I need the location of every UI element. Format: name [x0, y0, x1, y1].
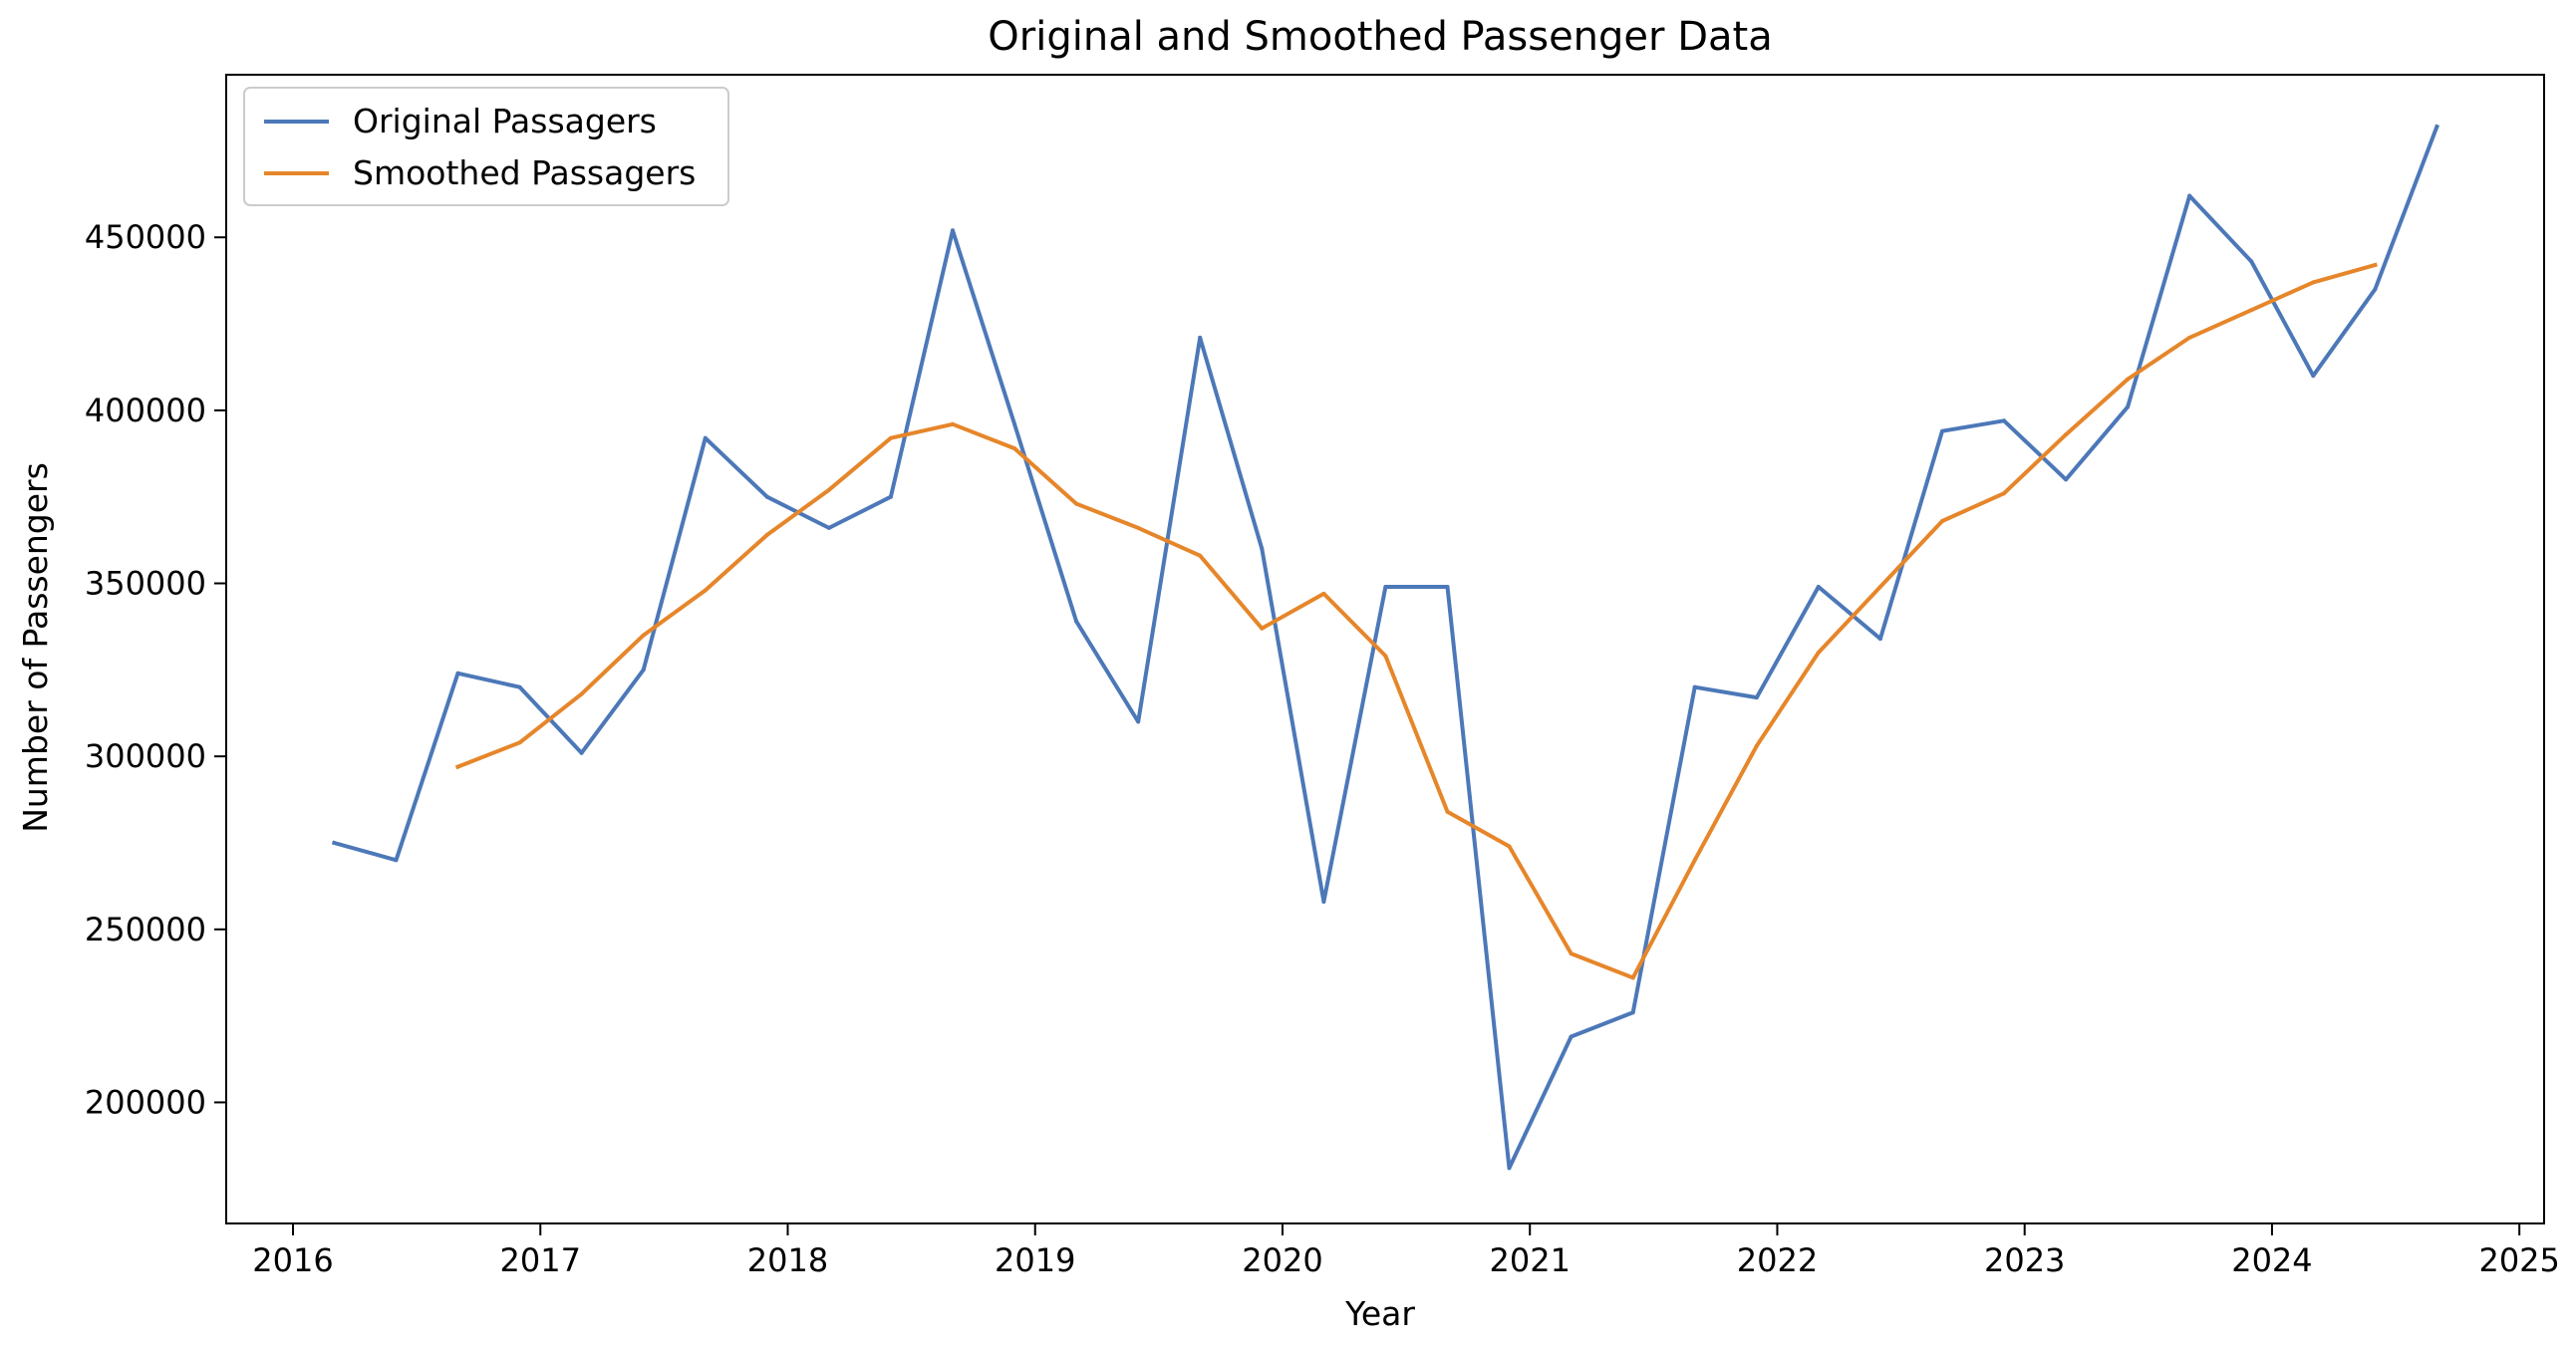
data-point-smoothed: [1816, 651, 1821, 655]
y-axis: 200000 250000 300000 350000 400000 450000: [85, 218, 226, 1121]
data-point-smoothed: [1012, 446, 1017, 451]
data-point-original: [1012, 421, 1017, 426]
data-point-smoothed: [1074, 501, 1079, 506]
data-point-original: [579, 750, 584, 755]
y-tick-label: 200000: [85, 1083, 206, 1121]
x-tick-label: 2023: [1984, 1241, 2065, 1279]
y-tick-label: 250000: [85, 911, 206, 948]
data-point-smoothed: [1940, 519, 1944, 523]
data-point-original: [1877, 637, 1882, 642]
x-tick-label: 2025: [2478, 1241, 2559, 1279]
y-tick-label: 450000: [85, 218, 206, 256]
series-line-smoothed: [454, 262, 2378, 980]
data-point-original: [394, 858, 399, 863]
data-point-original: [888, 494, 893, 499]
y-tick-label: 400000: [85, 392, 206, 429]
data-point-original: [1692, 684, 1697, 689]
data-point-original: [1569, 1034, 1574, 1039]
data-point-smoothed: [517, 740, 522, 745]
data-point-smoothed: [1383, 654, 1388, 659]
x-tick-label: 2022: [1737, 1241, 1818, 1279]
data-point-original: [1630, 1010, 1635, 1015]
data-point-original: [2249, 259, 2254, 264]
data-point-smoothed: [826, 487, 831, 492]
legend-label-smoothed: Smoothed Passagers: [353, 153, 696, 192]
x-axis: 2016 2017 2018 2019 2020 2021 2022 2023 2024 2025: [252, 1223, 2560, 1279]
chart-title: Original and Smoothed Passenger Data: [988, 14, 1772, 60]
data-point-original: [1136, 719, 1141, 724]
x-tick-label: 2024: [2231, 1241, 2312, 1279]
data-point-smoothed: [2064, 432, 2069, 437]
data-point-original: [2373, 287, 2378, 292]
data-point-smoothed: [1260, 626, 1265, 631]
data-point-smoothed: [888, 435, 893, 440]
data-point-original: [1260, 546, 1265, 551]
data-point-smoothed: [579, 691, 584, 696]
data-point-original: [2002, 418, 2006, 423]
data-point-original: [2187, 193, 2192, 198]
data-point-original: [2311, 374, 2316, 379]
data-point-original: [517, 684, 522, 689]
x-tick-label: 2021: [1490, 1241, 1571, 1279]
data-point-original: [1383, 585, 1388, 589]
data-point-smoothed: [2002, 491, 2006, 496]
plot-area: [225, 74, 2545, 1224]
data-point-original: [2434, 125, 2439, 130]
data-point-original: [455, 671, 460, 675]
data-point-original: [2126, 405, 2131, 409]
x-tick-label: 2018: [747, 1241, 828, 1279]
data-point-smoothed: [2373, 263, 2378, 267]
data-point-smoothed: [2126, 377, 2131, 382]
x-tick-label: 2016: [252, 1241, 333, 1279]
data-point-original: [764, 494, 769, 499]
y-tick-label: 300000: [85, 737, 206, 775]
data-point-smoothed: [1198, 553, 1203, 558]
data-point-smoothed: [764, 532, 769, 537]
data-point-original: [826, 525, 831, 530]
data-point-original: [1198, 335, 1203, 340]
data-point-smoothed: [1136, 525, 1141, 530]
data-point-original: [1754, 695, 1759, 700]
axes-frame: [225, 74, 2545, 1224]
data-point-original: [1074, 619, 1079, 624]
data-point-original: [641, 668, 646, 673]
data-point-original: [1816, 585, 1821, 589]
x-tick-label: 2019: [995, 1241, 1075, 1279]
data-point-smoothed: [1877, 585, 1882, 589]
data-point-original: [703, 435, 708, 440]
data-point-original: [2064, 477, 2069, 482]
series-layer: [331, 124, 2439, 1171]
data-point-smoothed: [1321, 591, 1326, 596]
data-point-smoothed: [641, 633, 646, 638]
data-point-smoothed: [1754, 743, 1759, 748]
data-point-original: [951, 228, 955, 233]
data-point-smoothed: [455, 764, 460, 769]
data-point-original: [1940, 428, 1944, 433]
data-point-smoothed: [1692, 858, 1697, 863]
data-point-smoothed: [1630, 975, 1635, 980]
data-point-smoothed: [1445, 809, 1450, 814]
y-tick-label: 350000: [85, 565, 206, 603]
data-point-smoothed: [951, 421, 955, 426]
x-tick-label: 2017: [500, 1241, 581, 1279]
data-point-smoothed: [703, 588, 708, 593]
legend: Original Passagers Smoothed Passagers: [243, 87, 729, 206]
legend-label-original: Original Passagers: [353, 102, 657, 140]
data-point-original: [332, 841, 337, 845]
data-point-original: [1321, 900, 1326, 904]
data-point-smoothed: [2311, 280, 2316, 285]
data-point-smoothed: [2249, 308, 2254, 313]
x-axis-label: Year: [1344, 1294, 1415, 1333]
legend-box: [243, 87, 729, 206]
data-point-smoothed: [1569, 951, 1574, 956]
data-point-original: [1445, 585, 1450, 589]
data-point-smoothed: [1507, 844, 1512, 849]
y-axis-label: Number of Passengers: [16, 462, 55, 833]
data-point-smoothed: [2187, 335, 2192, 340]
data-point-original: [1507, 1166, 1512, 1171]
x-tick-label: 2020: [1242, 1241, 1322, 1279]
